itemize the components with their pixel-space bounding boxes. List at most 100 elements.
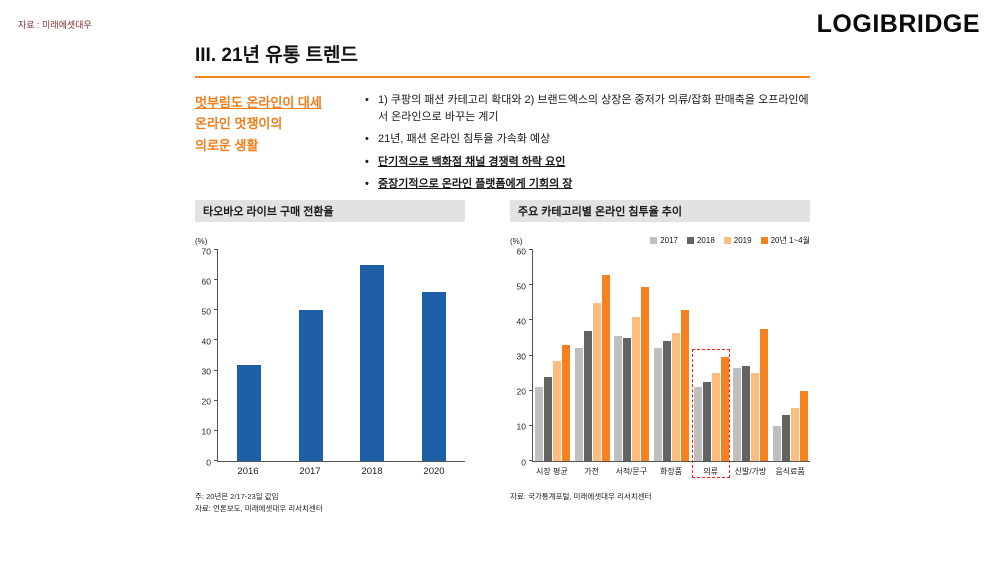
plot-area [529, 249, 810, 478]
legend-item: 2019 [723, 236, 752, 245]
y-tick-mark [214, 279, 218, 281]
source-note: 자료 : 미래에셋대우 [18, 20, 92, 30]
x-label: 음식료품 [775, 467, 805, 476]
bar [742, 366, 751, 461]
y-tick-mark [214, 369, 218, 371]
bar [583, 330, 592, 461]
bar-group [573, 250, 613, 461]
legend-label: 2019 [733, 236, 752, 245]
plot-area [214, 249, 465, 462]
chart-panel-penetration: 주요 카테고리별 온라인 침투율 추이 (%) 2017 2018 2019 20년 … [510, 200, 810, 503]
logo: LOGIBRIDGE [816, 10, 980, 38]
legend-swatch [650, 237, 658, 244]
y-tick-label: 50 [516, 280, 526, 291]
footnote: 자료: 언론보도, 미래에셋대우 리서치센터 [195, 504, 323, 513]
y-tick-label: 40 [516, 316, 526, 327]
legend-label: 2018 [696, 236, 715, 245]
x-label: 2018 [361, 466, 383, 477]
bar [760, 329, 769, 461]
y-tick-mark [529, 249, 533, 250]
y-tick-mark [214, 460, 218, 461]
bullet-item: 중장기적으로 온라인 플랫폼에게 기회의 장 [365, 176, 813, 193]
y-tick-label: 10 [201, 426, 211, 437]
bar-group [403, 250, 465, 461]
bar [799, 390, 808, 461]
intro-section: 멋부림도 온라인이 대세 온라인 멋쟁이의 의로운 생활 1) 쿠팡의 패션 카… [195, 92, 813, 199]
bar [663, 341, 672, 461]
bar [601, 274, 610, 461]
bar-group [691, 250, 731, 478]
y-tick-label: 60 [516, 245, 526, 256]
legend-item: 2018 [686, 236, 715, 245]
y-axis: 0 10 20 30 40 50 60 [510, 245, 532, 466]
y-tick-mark [214, 249, 218, 250]
y-tick-label: 40 [201, 336, 211, 347]
footnotes: 자료: 국가통계포털, 미래에셋대우 리서치센터 [510, 491, 810, 503]
bar [562, 344, 571, 461]
bar [614, 336, 623, 461]
legend-item: 2017 [650, 236, 678, 245]
x-label: 2016 [237, 466, 259, 477]
page-title: III. 21년 유통 트렌드 [195, 40, 810, 78]
bar [544, 376, 553, 461]
bar [693, 387, 702, 461]
bar-group [218, 250, 280, 461]
bar-group [652, 250, 692, 461]
footnote: 자료: 국가통계포털, 미래에셋대우 리서치센터 [510, 492, 652, 501]
x-labels: 2016 2017 2018 2020 [217, 466, 465, 477]
bar [711, 373, 720, 461]
headline-line: 멋부림도 온라인이 대세 [195, 95, 322, 110]
legend-swatch [686, 237, 694, 244]
unit-label: (%) [195, 237, 208, 246]
y-tick-mark [529, 389, 533, 391]
bar [574, 348, 583, 461]
bar [360, 265, 385, 461]
highlight-box [692, 349, 730, 478]
y-tick-label: 30 [201, 366, 211, 377]
legend-swatch [723, 237, 731, 244]
y-tick-label: 60 [201, 275, 211, 286]
x-labels: 시장 평균 가전 서적/문구 화장품 의류 신발/가방 음식료품 [532, 466, 810, 477]
chart-title: 주요 카테고리별 온라인 침투율 추이 [510, 200, 810, 222]
x-label: 의류 [703, 467, 719, 476]
legend-label: 20년 1~4월 [770, 236, 810, 245]
y-tick-mark [529, 354, 533, 356]
bar [623, 337, 632, 461]
y-tick-label: 0 [521, 456, 526, 467]
bar [298, 310, 323, 461]
headline: 멋부림도 온라인이 대세 온라인 멋쟁이의 의로운 생활 [195, 92, 365, 199]
y-tick-label: 20 [201, 396, 211, 407]
x-label: 서적/문구 [615, 467, 648, 476]
bullet-item: 1) 쿠팡의 패션 카테고리 확대와 2) 브랜드엑스의 상장은 중저가 의류/… [365, 92, 813, 125]
bar-group [731, 250, 771, 461]
x-label: 2020 [423, 466, 445, 477]
bar [681, 309, 690, 461]
bar-group [280, 250, 342, 461]
footnotes: 주: 20년은 2/17-23일 값임 자료: 언론보도, 미래에셋대우 리서치… [195, 491, 465, 515]
bar-group [770, 250, 810, 461]
y-tick-mark [214, 429, 218, 431]
y-tick-mark [529, 424, 533, 426]
headline-line: 의로운 생활 [195, 137, 259, 153]
y-tick-mark [214, 399, 218, 401]
bar [672, 332, 681, 461]
x-label: 신발/가방 [734, 467, 767, 476]
x-label: 시장 평균 [536, 467, 568, 476]
y-tick-mark [529, 460, 533, 461]
bar [632, 316, 641, 461]
headline-line: 온라인 멋쟁이의 [195, 116, 283, 132]
bar [553, 360, 562, 461]
unit-label: (%) [510, 237, 523, 246]
y-tick-mark [214, 339, 218, 341]
legend-item: 20년 1~4월 [760, 235, 810, 246]
bar [654, 348, 663, 461]
bar-group [533, 250, 573, 461]
y-tick-label: 30 [516, 351, 526, 362]
bar-group [342, 250, 404, 461]
bar [772, 425, 781, 461]
bar-group [612, 250, 652, 461]
bar [702, 381, 711, 461]
bar [720, 357, 729, 461]
chart-panel-taobao: 타오바오 라이브 구매 전환율 (%) 0 10 20 30 40 50 60 70 2016… [195, 200, 465, 515]
footnote: 주: 20년은 2/17-23일 값임 [195, 492, 279, 501]
